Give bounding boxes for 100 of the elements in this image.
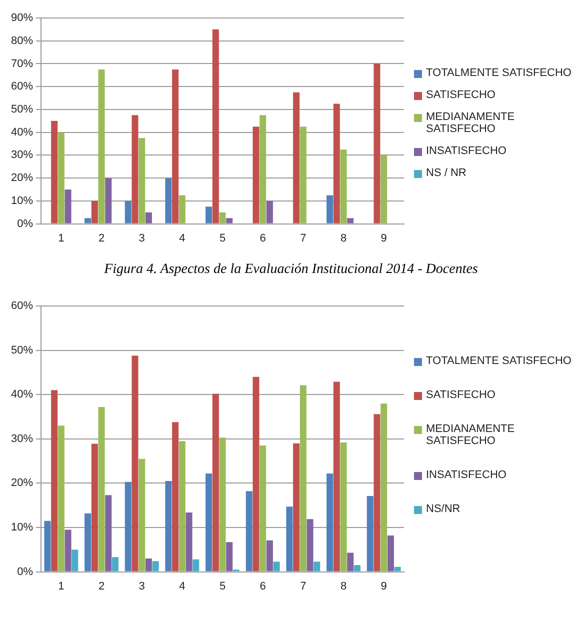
y-tick-label: 0% [17, 218, 34, 230]
bar [192, 559, 200, 572]
bar [91, 200, 98, 224]
bar [206, 206, 212, 224]
bar [380, 155, 388, 224]
bar [124, 200, 132, 224]
bar [266, 540, 273, 572]
bar [273, 562, 280, 572]
x-tick-label: 4 [179, 232, 186, 244]
bar [152, 561, 159, 572]
bar [165, 480, 172, 572]
x-tick-label: 8 [340, 580, 347, 592]
text: Figura 4. Aspectos de la Evaluación Institucional 2014 - Docentes [103, 262, 479, 278]
x-tick-label: 8 [340, 232, 347, 244]
bar [64, 530, 72, 572]
bar [98, 69, 105, 224]
bar [266, 200, 273, 224]
y-tick-label: 20% [10, 172, 34, 184]
legend-label: TOTALMENTE SATISFECHO [426, 67, 572, 79]
y-tick-label: 50% [10, 104, 34, 116]
x-tick-label: 9 [380, 580, 387, 592]
bar [380, 403, 388, 572]
bar [51, 390, 58, 572]
bar [219, 438, 226, 572]
bar [64, 190, 72, 224]
bar [145, 558, 152, 572]
legend-label: NS/NR [426, 503, 460, 515]
y-tick-label: 60% [10, 80, 34, 93]
bar [219, 212, 226, 224]
x-tick-label: 9 [380, 232, 387, 244]
bar [286, 506, 293, 572]
bar [226, 542, 233, 572]
x-tick-label: 2 [98, 580, 105, 592]
bar [252, 376, 260, 572]
bar [165, 178, 172, 224]
bar [314, 562, 320, 572]
bar [340, 149, 347, 224]
bar [178, 441, 186, 572]
bar [84, 513, 92, 572]
y-tick-label: 10% [10, 194, 34, 207]
legend-label: SATISFECHO [426, 389, 496, 401]
bar [394, 566, 401, 572]
bar [374, 414, 380, 572]
x-tick-label: 1 [58, 232, 64, 244]
legend-label: MEDIANAMENTE SATISFECHO [426, 111, 516, 135]
bar [186, 512, 192, 572]
legend-label: NS / NR [426, 167, 466, 179]
legend-label: INSATISFECHO [426, 145, 506, 157]
x-tick-label: 5 [219, 580, 226, 592]
y-tick-label: 40% [10, 126, 34, 138]
legend-label: TOTALMENTE SATISFECHO [426, 355, 572, 367]
bar [105, 495, 112, 572]
bar [72, 550, 78, 572]
bar [387, 535, 394, 572]
bar [340, 442, 347, 572]
bar [124, 482, 132, 572]
bar [293, 92, 300, 224]
bar [333, 382, 340, 572]
bar [58, 132, 64, 224]
bar [246, 491, 252, 572]
bar [326, 473, 334, 572]
bar [105, 178, 112, 224]
bar [260, 446, 266, 572]
legend-label: MEDIANAMENTE SATISFECHO [426, 423, 516, 447]
y-tick-label: 60% [10, 300, 34, 312]
x-tick-label: 6 [260, 232, 266, 244]
bar [333, 104, 340, 224]
bar [347, 218, 354, 224]
bar [112, 557, 118, 572]
bar [58, 426, 64, 572]
y-tick-label: 90% [10, 12, 34, 24]
x-tick-label: 7 [300, 232, 306, 244]
bar [145, 212, 152, 224]
bar [44, 520, 51, 572]
bar [84, 218, 92, 224]
bar [374, 64, 380, 224]
bar [132, 356, 138, 572]
bar [306, 519, 314, 572]
x-tick-label: 4 [179, 580, 186, 592]
bar [172, 422, 179, 572]
y-tick-label: 20% [10, 477, 34, 490]
bar [226, 218, 233, 224]
bar [172, 69, 179, 224]
y-tick-label: 50% [10, 344, 34, 356]
x-tick-label: 3 [138, 580, 145, 592]
x-tick-label: 7 [300, 580, 306, 592]
bar [212, 29, 219, 224]
legend-label: SATISFECHO [426, 89, 496, 101]
legend-label: INSATISFECHO [426, 469, 506, 481]
bar [91, 444, 98, 572]
y-tick-label: 30% [10, 149, 34, 162]
x-tick-label: 2 [98, 232, 105, 244]
bar [138, 458, 146, 572]
x-tick-label: 1 [58, 580, 64, 592]
bar [260, 115, 266, 224]
bar [347, 552, 354, 572]
bar [138, 138, 146, 224]
x-tick-label: 6 [260, 580, 266, 592]
bar [178, 195, 186, 224]
bar [293, 443, 300, 572]
